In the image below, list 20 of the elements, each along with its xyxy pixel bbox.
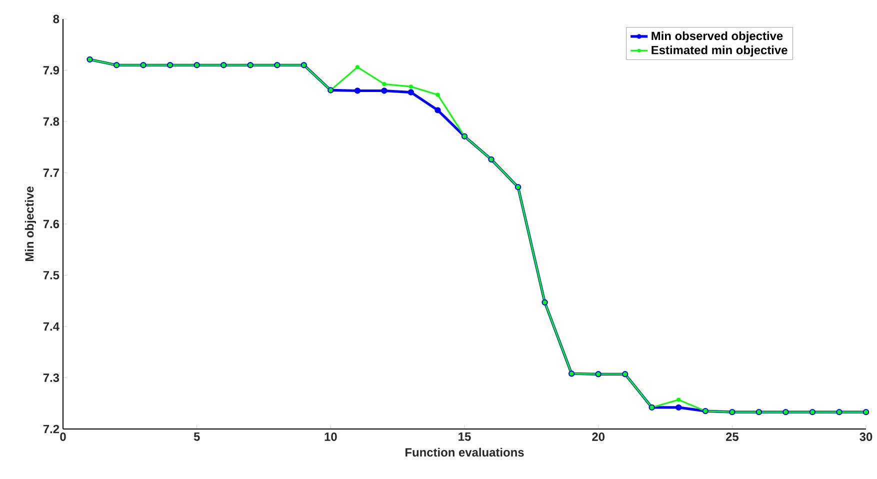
x-axis-title: Function evaluations (406, 448, 524, 457)
y-tick-label: 7.7 (43, 168, 59, 177)
x-tick-label: 5 (194, 432, 200, 441)
x-tick-label: 30 (860, 432, 872, 441)
y-tick-label: 7.5 (43, 271, 60, 280)
x-tick-label: 0 (60, 432, 66, 441)
y-tick-label: 8 (53, 14, 60, 24)
y-tick-label: 7.6 (43, 220, 60, 228)
x-tick-label: 15 (458, 432, 471, 441)
y-tick-label: 7.4 (43, 322, 60, 331)
y-axis-title: Min objective (24, 186, 36, 262)
legend-label: Estimated min objective (652, 46, 788, 57)
x-tick-label: 25 (726, 432, 738, 441)
y-tick-label: 7.9 (43, 66, 60, 74)
y-tick-label: 7.3 (43, 374, 60, 382)
legend-label: Min observed objective (652, 31, 783, 43)
x-tick-label: 20 (592, 432, 604, 441)
x-tick-label: 10 (324, 432, 337, 441)
y-tick-label: 7.8 (43, 117, 60, 126)
y-tick-label: 7.2 (43, 424, 60, 434)
